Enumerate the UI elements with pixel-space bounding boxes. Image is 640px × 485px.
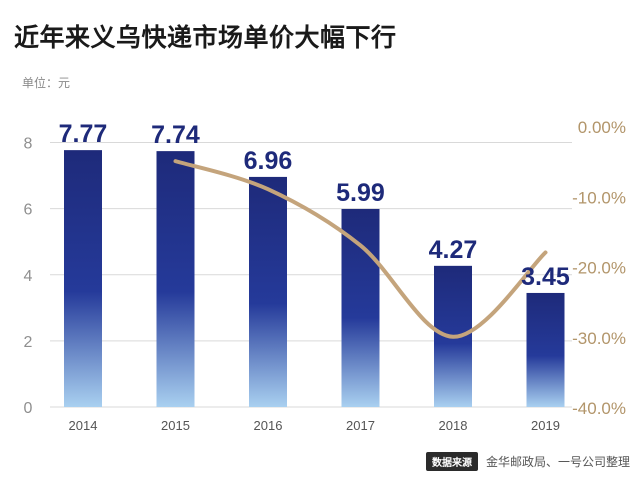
bar <box>64 150 102 407</box>
x-tick: 2014 <box>69 418 98 433</box>
bar <box>249 176 287 407</box>
data-label: 6.96 <box>244 147 293 175</box>
unit-label: 单位：元 <box>22 76 71 90</box>
y-tick-right: 0.00% <box>578 118 626 137</box>
y-tick-right: -10.0% <box>572 188 626 207</box>
y-tick-left: 2 <box>24 334 33 351</box>
bar <box>526 292 565 407</box>
data-label: 4.27 <box>429 236 478 264</box>
axis-layer: 0 2 4 6 8 0.00% -10.0% -20.0% -30.0% -40.0% 2014 20… <box>24 118 626 433</box>
y-tick-right: -20.0% <box>572 259 626 278</box>
data-label: 7.77 <box>59 120 108 148</box>
y-tick-right: -30.0% <box>572 329 626 348</box>
source-text: 金华邮政局、一号公司整理 <box>485 455 630 469</box>
bar-layer <box>64 150 565 407</box>
x-tick: 2016 <box>254 418 283 433</box>
bar <box>156 151 195 407</box>
data-label: 7.74 <box>151 121 200 149</box>
data-label: 3.45 <box>521 263 570 291</box>
y-tick-left: 8 <box>24 136 33 153</box>
source-badge: 数据来源 <box>425 452 478 471</box>
series-line <box>173 159 548 339</box>
source-note: 数据来源 金华邮政局、一号公司整理 <box>425 452 630 471</box>
x-tick: 2018 <box>439 418 468 433</box>
y-tick-left: 4 <box>24 268 33 285</box>
x-tick: 2015 <box>161 418 190 433</box>
chart-title: 近年来义乌快递市场单价大幅下行 <box>14 23 397 52</box>
y-tick-right: -40.0% <box>572 399 626 418</box>
label-layer: 7.77 7.74 6.96 5.99 4.27 3.45 <box>59 120 570 291</box>
x-tick: 2017 <box>346 418 375 433</box>
y-tick-left: 0 <box>24 400 33 417</box>
grid-layer <box>50 142 572 408</box>
bar <box>341 208 380 407</box>
x-tick: 2019 <box>531 418 560 433</box>
line-layer <box>173 159 548 339</box>
y-tick-left: 6 <box>24 202 33 219</box>
data-label: 5.99 <box>336 179 385 207</box>
